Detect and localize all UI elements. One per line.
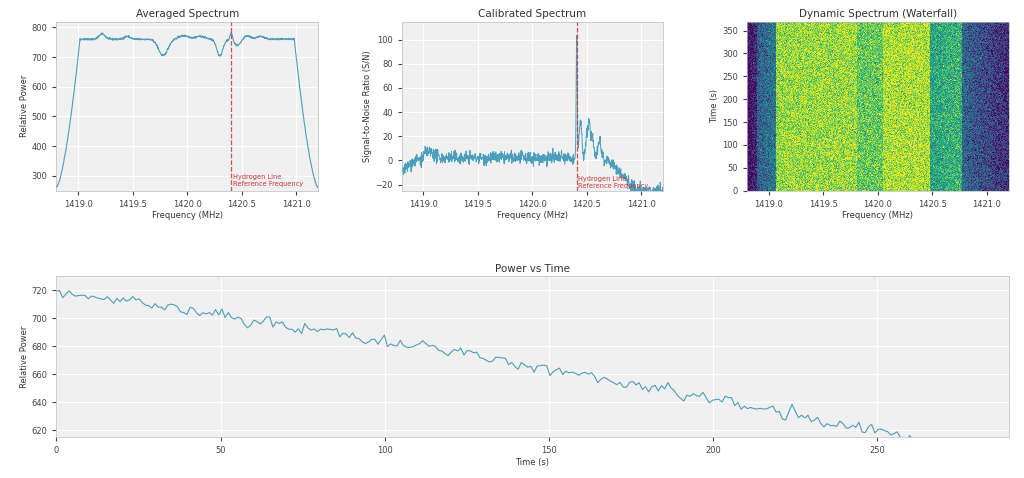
Y-axis label: Relative Power: Relative Power [19, 326, 29, 388]
Y-axis label: Signal-to-Noise Ratio (S/N): Signal-to-Noise Ratio (S/N) [364, 50, 373, 162]
Y-axis label: Time (s): Time (s) [711, 89, 719, 123]
Text: Hydrogen Line
Reference Frequency: Hydrogen Line Reference Frequency [232, 174, 303, 187]
Y-axis label: Relative Power: Relative Power [19, 75, 29, 137]
Title: Power vs Time: Power vs Time [495, 264, 570, 274]
Text: Hydrogen Line
Reference Frequency: Hydrogen Line Reference Frequency [578, 176, 648, 189]
Title: Averaged Spectrum: Averaged Spectrum [135, 10, 239, 19]
Title: Dynamic Spectrum (Waterfall): Dynamic Spectrum (Waterfall) [799, 10, 956, 19]
Title: Calibrated Spectrum: Calibrated Spectrum [478, 10, 587, 19]
X-axis label: Frequency (MHz): Frequency (MHz) [152, 211, 222, 220]
X-axis label: Time (s): Time (s) [515, 458, 550, 467]
X-axis label: Frequency (MHz): Frequency (MHz) [843, 211, 913, 220]
X-axis label: Frequency (MHz): Frequency (MHz) [497, 211, 568, 220]
